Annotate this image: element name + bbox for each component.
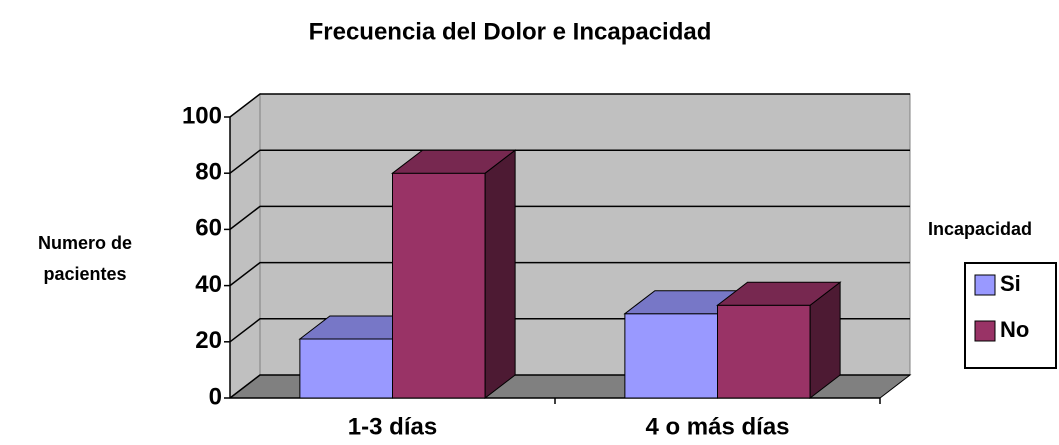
bar-front [392,172,486,399]
y-axis-label: pacientes [43,264,126,284]
y-axis-label: Numero de [38,233,132,253]
grid-line [229,149,910,174]
bar [623,289,749,400]
legend-swatch [974,274,996,296]
bar-front [717,304,811,399]
bar-top [391,149,517,174]
y-tick-label: 80 [195,159,222,186]
bar-front [299,338,393,399]
grid-line [229,93,910,118]
bar-front [624,313,718,399]
bar-side [484,149,516,400]
y-tick-label: 20 [195,327,222,354]
legend-label: No [1000,317,1029,342]
chart-title: Frecuencia del Dolor e Incapacidad [309,18,712,45]
grid-line [229,261,910,287]
y-tick-label: 60 [195,215,222,242]
legend-title: Incapacidad [928,219,1032,239]
legend-swatch [974,320,996,342]
grid-line [229,205,910,230]
bar [391,149,517,400]
y-tick-label: 0 [209,383,222,410]
bar [716,281,842,400]
x-tick-label: 4 o más días [645,413,789,440]
legend-label: Si [1000,271,1021,296]
x-tick-label: 1-3 días [348,413,437,440]
bar-top [716,281,842,306]
side-wall [229,92,261,400]
y-tick-label: 40 [195,271,222,298]
y-tick-label: 100 [182,102,222,129]
